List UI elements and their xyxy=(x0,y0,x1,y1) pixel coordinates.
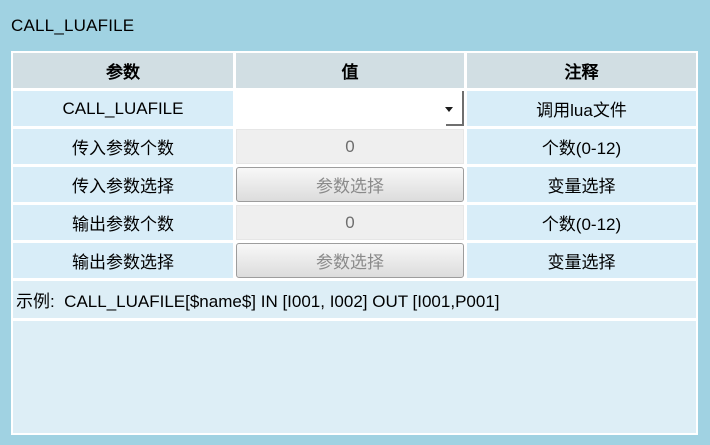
comment-output-count: 个数(0-12) xyxy=(467,205,696,240)
table-row: 输出参数个数 个数(0-12) xyxy=(13,205,696,240)
value-cell xyxy=(236,205,464,240)
table-header-row: 参数 值 注释 xyxy=(13,53,696,88)
column-header-comment: 注释 xyxy=(467,53,696,88)
param-label-input-select: 传入参数选择 xyxy=(13,167,233,202)
param-label-output-count: 输出参数个数 xyxy=(13,205,233,240)
table-row: 传入参数个数 个数(0-12) xyxy=(13,129,696,164)
value-cell xyxy=(236,91,464,126)
panel-filler xyxy=(13,321,696,433)
table-row: 输出参数选择 参数选择 变量选择 xyxy=(13,243,696,278)
chevron-down-icon xyxy=(445,106,453,112)
example-text: 示例: CALL_LUAFILE[$name$] IN [I001, I002]… xyxy=(16,292,500,311)
dialog-title: CALL_LUAFILE xyxy=(11,16,135,35)
table-row: CALL_LUAFILE 调用lua文件 xyxy=(13,91,696,126)
comment-output-select: 变量选择 xyxy=(467,243,696,278)
param-label-input-count: 传入参数个数 xyxy=(13,129,233,164)
value-cell: 参数选择 xyxy=(236,243,464,278)
value-cell xyxy=(236,129,464,164)
comment-input-count: 个数(0-12) xyxy=(467,129,696,164)
input-param-select-button[interactable]: 参数选择 xyxy=(236,167,464,202)
parameter-table: 参数 值 注释 CALL_LUAFILE 调用lua文件 传入参数个数 个数(0… xyxy=(11,51,698,435)
output-param-select-button[interactable]: 参数选择 xyxy=(236,243,464,278)
column-header-value: 值 xyxy=(236,53,464,88)
param-label-call-luafile: CALL_LUAFILE xyxy=(13,91,233,126)
table-row: 传入参数选择 参数选择 变量选择 xyxy=(13,167,696,202)
comment-input-select: 变量选择 xyxy=(467,167,696,202)
column-header-param: 参数 xyxy=(13,53,233,88)
example-row: 示例: CALL_LUAFILE[$name$] IN [I001, I002]… xyxy=(13,281,696,318)
luafile-select-value xyxy=(242,91,438,126)
input-param-count-field[interactable] xyxy=(236,129,464,164)
value-cell: 参数选择 xyxy=(236,167,464,202)
output-param-count-field[interactable] xyxy=(236,205,464,240)
comment-call-luafile: 调用lua文件 xyxy=(467,91,696,126)
luafile-select[interactable] xyxy=(236,91,464,126)
param-label-output-select: 输出参数选择 xyxy=(13,243,233,278)
